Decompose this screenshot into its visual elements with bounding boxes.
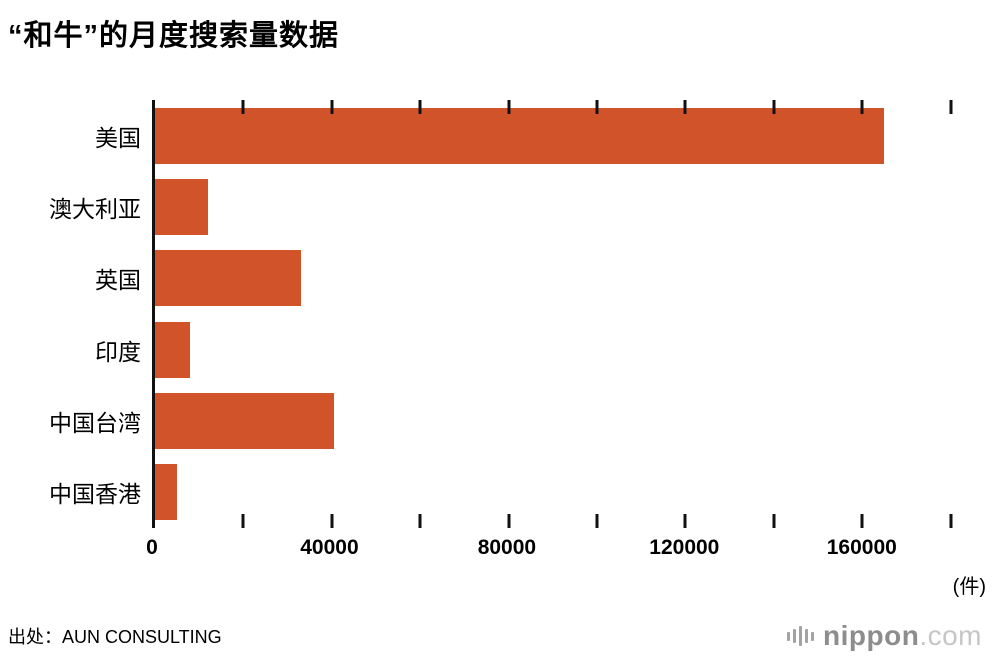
axis-tick [772,100,776,114]
axis-tick [507,100,511,114]
axis-unit-label: (件) [952,576,986,598]
axis-tick [330,100,334,114]
axis-tick [595,514,599,528]
axis-tick [683,514,687,528]
bar-1 [155,108,885,164]
category-label: 印度 [95,339,141,365]
category-label: 澳大利亚 [49,196,141,222]
axis-tick [507,514,511,528]
x-tick-label: 80000 [477,536,537,559]
bar-3 [155,250,301,306]
axis-tick [860,100,864,114]
bar-4 [155,322,191,378]
x-tick-label: 160000 [826,536,897,559]
axis-tick [949,100,953,114]
logo-name: nippon [823,620,920,651]
bar-chart: 美国澳大利亚英国印度中国台湾中国香港 0 40000 80000 120000 1600… [0,100,1000,599]
bar-2 [155,179,209,235]
category-label: 中国香港 [49,481,141,507]
axis-tick [683,100,687,114]
axis-tick [330,514,334,528]
footer: 出处：AUN CONSULTING nippon.com [8,622,982,650]
axis-tick [241,100,245,114]
bar-5 [155,393,335,449]
axis-tick [418,514,422,528]
logo-tld: .com [919,620,982,651]
axis-tick [595,100,599,114]
nippon-logo-icon [787,626,815,646]
x-tick-label: 120000 [649,536,720,559]
category-label: 中国台湾 [49,410,141,436]
category-label: 英国 [95,267,141,293]
nippon-logo: nippon.com [787,622,982,650]
axis-tick [418,100,422,114]
x-tick-label: 0 [146,536,158,559]
chart-page: “和牛”的月度搜索量数据 美国澳大利亚英国印度中国台湾中国香港 0 40000 80… [0,12,1000,650]
axis-tick [860,514,864,528]
x-tick-label: 40000 [300,536,359,559]
x-axis-labels: 0 40000 80000 120000 160000 [146,536,986,562]
axis-tick [241,514,245,528]
nippon-logo-text: nippon.com [823,622,982,650]
plot-area: 美国澳大利亚英国印度中国台湾中国香港 [49,100,986,528]
category-label: 美国 [95,125,141,151]
chart-title: “和牛”的月度搜索量数据 [8,20,340,52]
axis-tick [949,514,953,528]
axis-tick [772,514,776,528]
source-label: 出处：AUN CONSULTING [8,627,222,647]
bar-6 [155,464,178,520]
